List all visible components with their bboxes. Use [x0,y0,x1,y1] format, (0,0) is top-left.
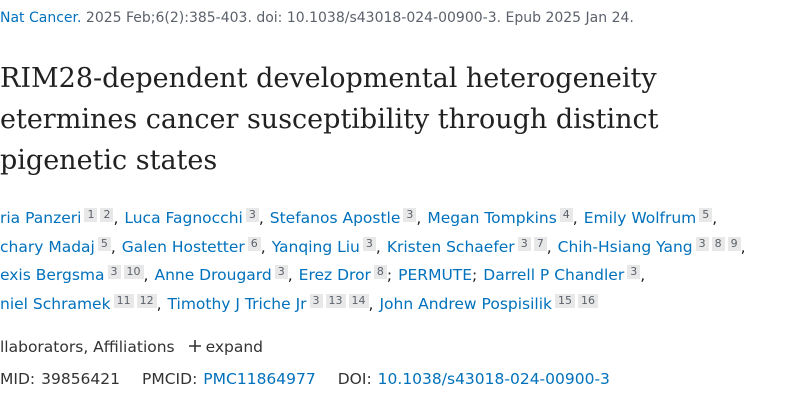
separator: , [712,209,718,227]
separator: , [287,266,293,284]
title-line: pigenetic states [0,145,218,176]
affiliation-number[interactable]: 3 [362,236,376,251]
author-name[interactable]: ria Panzeri [0,209,82,227]
citation: Nat Cancer. 2025 Feb;6(2):385-403. doi: … [0,10,634,26]
author-name[interactable]: Megan Tompkins [427,209,557,227]
affiliation-number[interactable]: 13 [325,293,346,308]
affiliation-number[interactable]: 8 [711,236,725,251]
separator: , [546,237,552,256]
affiliation-number[interactable]: 9 [727,236,741,251]
id-value[interactable]: PMC11864977 [203,370,316,388]
affiliation-number[interactable]: 15 [555,293,576,308]
author-name[interactable]: Emily Wolfrum [583,209,697,227]
affiliation-number[interactable]: 3 [274,265,288,279]
id-label: PMCID: [142,370,198,388]
affiliation-number[interactable]: 5 [699,208,713,222]
affiliation-number[interactable]: 5 [97,236,111,251]
affiliation-number[interactable]: 7 [533,236,547,251]
author-line: niel Schramek 11 12, Timothy J Triche Jr 3 13… [0,293,599,313]
separator: , [572,209,578,227]
author-name[interactable]: Erez Dror [298,266,371,284]
id-label: MID: [0,370,36,388]
article-title: RIM28-dependent developmental heterogene… [0,58,658,181]
citation-details: 2025 Feb;6(2):385-403. doi: 10.1038/s430… [85,10,634,26]
identifiers: MID: 39856421 PMCID: PMC11864977 DOI: 10.1038… [0,370,632,388]
expand-button[interactable]: expand [205,338,264,356]
plus-icon[interactable] [188,339,202,353]
affiliation-number[interactable]: 3 [517,236,531,251]
affiliation-number[interactable]: 6 [247,236,261,251]
author-name[interactable]: Anne Drougard [154,266,272,284]
author-line: chary Madaj 5, Galen Hostetter 6, Yanqing Li… [0,236,752,256]
affiliation-number[interactable]: 8 [373,265,387,279]
author-name[interactable]: Timothy J Triche Jr [167,294,307,313]
author-name[interactable]: PERMUTE [398,266,473,284]
separator: ; [386,266,393,284]
author-name[interactable]: John Andrew Pospisilik [379,294,553,313]
id-value[interactable]: 10.1038/s43018-024-00900-3 [377,370,610,388]
separator: , [416,209,422,227]
author-name[interactable]: Yanqing Liu [271,237,360,256]
affiliation-number[interactable]: 11 [113,293,134,308]
separator: , [143,266,149,284]
affiliation-number[interactable]: 12 [136,293,157,308]
separator: ; [472,266,478,284]
separator: , [258,209,264,227]
author-name[interactable]: Galen Hostetter [121,237,245,256]
separator: , [113,209,119,227]
author-name[interactable]: Kristen Schaefer [386,237,515,256]
separator: , [156,294,162,313]
author-name[interactable]: niel Schramek [0,294,111,313]
separator: , [740,237,746,256]
author-name[interactable]: Luca Fagnocchi [124,209,243,227]
author-name[interactable]: Chih-Hsiang Yang [557,237,693,256]
affiliation-number[interactable]: 10 [123,265,144,279]
separator: , [368,294,374,313]
author-line: ria Panzeri 1 2, Luca Fagnocchi 3, Stefanos A… [0,208,723,227]
separator: , [375,237,381,256]
affiliation-number[interactable]: 1 [84,208,98,222]
author-name[interactable]: Darrell P Chandler [483,266,625,284]
affiliation-number[interactable]: 3 [245,208,259,222]
affiliation-number[interactable]: 3 [309,293,323,308]
expander-label: llaborators, Affiliations [0,338,175,356]
expander: llaborators, Affiliations expand [0,338,263,356]
journal-link[interactable]: Nat Cancer. [0,10,82,26]
affiliation-number[interactable]: 16 [578,293,599,308]
affiliation-number[interactable]: 3 [403,208,417,222]
affiliation-number[interactable]: 3 [627,265,641,279]
affiliation-number[interactable]: 4 [559,208,573,222]
author-name[interactable]: Stefanos Apostle [269,209,401,227]
affiliation-number[interactable]: 3 [695,236,709,251]
title-line: etermines cancer susceptibility through … [0,104,659,135]
separator: , [640,266,646,284]
title-line: RIM28-dependent developmental heterogene… [0,63,657,94]
author-name[interactable]: chary Madaj [0,237,95,256]
author-name[interactable]: exis Bergsma [0,266,105,284]
separator: , [110,237,116,256]
author-line: exis Bergsma 3 10, Anne Drougard 3, Erez Dror… [0,265,651,284]
id-label: DOI: [337,370,372,388]
separator: , [260,237,266,256]
id-value: 39856421 [41,370,121,388]
affiliation-number[interactable]: 2 [100,208,114,222]
affiliation-number[interactable]: 3 [107,265,121,279]
affiliation-number[interactable]: 14 [348,293,369,308]
